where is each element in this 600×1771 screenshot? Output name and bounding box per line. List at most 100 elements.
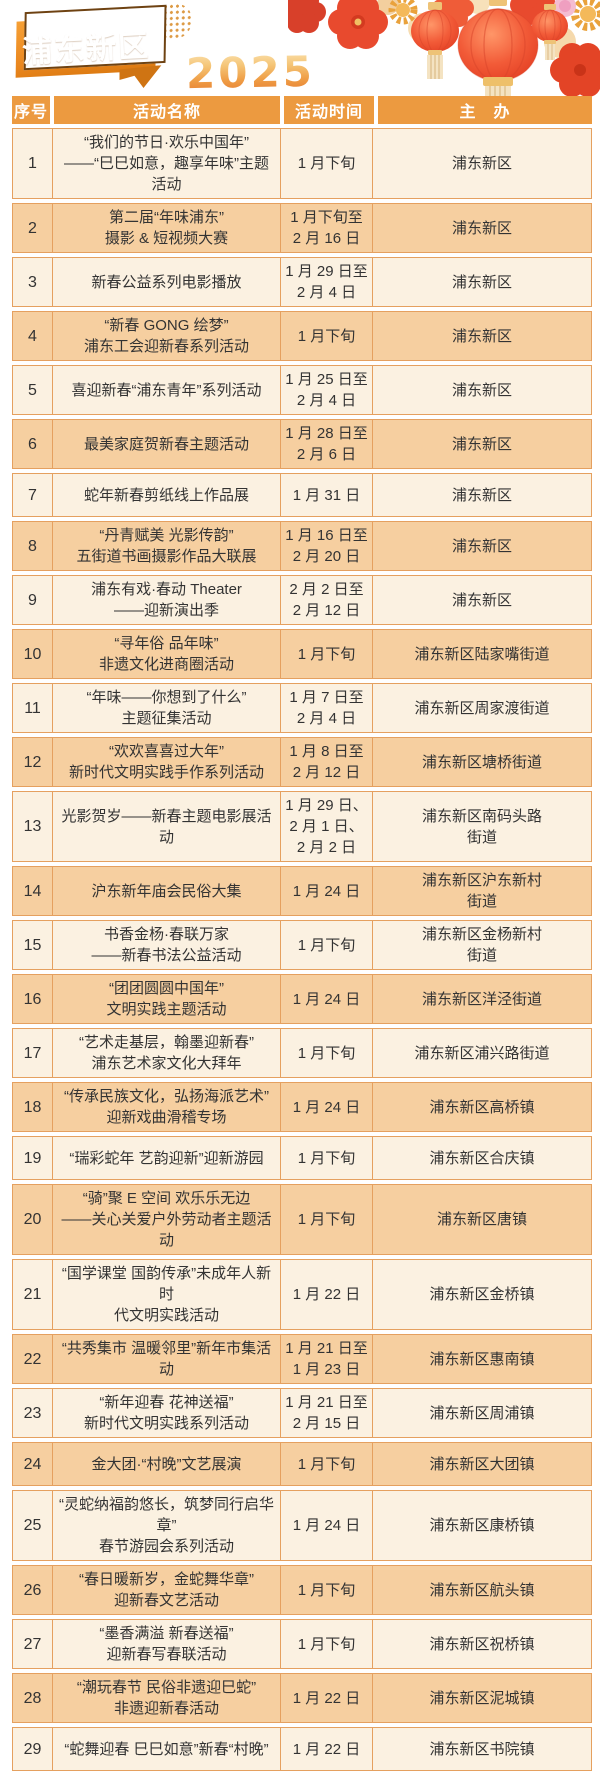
table-row: 12 “欢欢喜喜过大年” 新时代文明实践手作系列活动 1 月 8 日至 2 月 … — [12, 737, 592, 787]
activity-name-cell: 蛇年新春剪纸线上作品展 — [52, 474, 280, 516]
activity-time-cell: 1 月下旬 — [280, 630, 372, 678]
row-number-cell: 15 — [23, 936, 42, 954]
table-row: 25 “灵蛇纳福韵悠长，筑梦同行启华章” 春节游园会系列活动 1 月 24 日 … — [12, 1490, 592, 1561]
row-number-cell: 14 — [23, 882, 42, 900]
row-number-cell: 26 — [23, 1581, 42, 1599]
row-number-cell: 20 — [23, 1211, 42, 1228]
activity-name-cell: “潮玩春节 民俗非遗迎巳蛇” 非遗迎新春活动 — [52, 1674, 280, 1722]
table-row: 19 “瑞彩蛇年 艺韵迎新”迎新游园 1 月下旬 浦东新区合庆镇 — [12, 1136, 592, 1180]
row-number-cell: 25 — [23, 1517, 42, 1534]
activity-time-cell: 1 月 21 日至 2 月 15 日 — [280, 1389, 372, 1437]
table-header-row: 序号 活动名称 活动时间 主 办 — [12, 96, 592, 124]
activity-name-cell: “丹青赋美 光影传韵” 五街道书画摄影作品大联展 — [52, 522, 280, 570]
activity-name-cell: “传承民族文化，弘扬海派艺术” 迎新戏曲滑稽专场 — [52, 1083, 280, 1131]
halftone-dots-icon — [155, 2, 193, 41]
table-row: 22 “共秀集市 温暖邻里”新年市集活动 1 月 21 日至 1 月 23 日 … — [12, 1334, 592, 1384]
table-row: 18 “传承民族文化，弘扬海派艺术” 迎新戏曲滑稽专场 1 月 24 日 浦东新… — [12, 1082, 592, 1132]
table-row: 6 最美家庭贺新春主题活动 1 月 28 日至 2 月 6 日 浦东新区 — [12, 419, 592, 469]
activity-name-cell: “寻年俗 品年味” 非遗文化进商圈活动 — [52, 630, 280, 678]
activity-name-cell: “国学课堂 国韵传承”未成年人新时 代文明实践活动 — [52, 1260, 280, 1329]
table-row: 7 蛇年新春剪纸线上作品展 1 月 31 日 浦东新区 — [12, 473, 592, 517]
row-number-cell: 7 — [28, 486, 37, 504]
banner: 浦东新区 2025 — [0, 0, 600, 100]
table-row: 17 “艺术走基层，翰墨迎新春” 浦东艺术家文化大拜年 1 月下旬 浦东新区浦兴… — [12, 1028, 592, 1078]
activity-time-cell: 1 月下旬 — [280, 1620, 372, 1668]
organizer-cell: 浦东新区祝桥镇 — [372, 1620, 591, 1668]
activity-time-cell: 1 月下旬 — [280, 1185, 372, 1254]
organizer-cell: 浦东新区惠南镇 — [372, 1335, 591, 1383]
table-row: 3 新春公益系列电影播放 1 月 29 日至 2 月 4 日 浦东新区 — [12, 257, 592, 307]
row-number-cell: 1 — [28, 155, 37, 172]
lantern-icon — [457, 0, 539, 100]
row-number-cell: 13 — [23, 818, 42, 835]
activity-time-cell: 1 月 28 日至 2 月 6 日 — [280, 420, 372, 468]
table-row: 16 “团团圆圆中国年” 文明实践主题活动 1 月 24 日 浦东新区洋泾街道 — [12, 974, 592, 1024]
festive-decoration — [288, 0, 600, 100]
organizer-cell: 浦东新区大团镇 — [372, 1443, 591, 1485]
table-row: 26 “春日暖新岁，金蛇舞华章” 迎新春文艺活动 1 月下旬 浦东新区航头镇 — [12, 1565, 592, 1615]
activity-name-cell: 金大团·“村晚”文艺展演 — [52, 1443, 280, 1485]
activity-name-cell: “灵蛇纳福韵悠长，筑梦同行启华章” 春节游园会系列活动 — [52, 1491, 280, 1560]
activity-time-cell: 1 月下旬 — [280, 1443, 372, 1485]
activity-name-cell: “我们的节日·欢乐中国年” ——“巳巳如意，趣享年味”主题活动 — [52, 129, 280, 198]
table-row: 14 沪东新年庙会民俗大集 1 月 24 日 浦东新区沪东新村 街道 — [12, 866, 592, 916]
lantern-icon — [411, 2, 459, 79]
table-row: 20 “骑”聚 E 空间 欢乐乐无边 ——关心关爱户外劳动者主题活动 1 月下旬… — [12, 1184, 592, 1255]
year-label: 2025 — [185, 46, 316, 99]
row-number-cell: 28 — [23, 1689, 42, 1707]
activity-time-cell: 1 月 22 日 — [280, 1728, 372, 1770]
organizer-cell: 浦东新区沪东新村 街道 — [372, 867, 591, 915]
row-number-cell: 27 — [23, 1635, 42, 1653]
row-number-cell: 8 — [28, 537, 37, 555]
activity-name-cell: “团团圆圆中国年” 文明实践主题活动 — [52, 975, 280, 1023]
table-row: 28 “潮玩春节 民俗非遗迎巳蛇” 非遗迎新春活动 1 月 22 日 浦东新区泥… — [12, 1673, 592, 1723]
row-number-cell: 29 — [23, 1740, 42, 1758]
row-number-cell: 24 — [23, 1455, 42, 1473]
organizer-cell: 浦东新区周家渡街道 — [372, 684, 591, 732]
activity-time-cell: 1 月下旬 — [280, 1566, 372, 1614]
organizer-cell: 浦东新区塘桥街道 — [372, 738, 591, 786]
table-row: 4 “新春 GONG 绘梦” 浦东工会迎新春系列活动 1 月下旬 浦东新区 — [12, 311, 592, 361]
region-badge: 浦东新区 — [15, 2, 193, 77]
activity-time-cell: 1 月 29 日至 2 月 4 日 — [280, 258, 372, 306]
activity-name-cell: “共秀集市 温暖邻里”新年市集活动 — [52, 1335, 280, 1383]
festive-decoration-art — [288, 0, 600, 100]
table-row: 24 金大团·“村晚”文艺展演 1 月下旬 浦东新区大团镇 — [12, 1442, 592, 1486]
organizer-cell: 浦东新区金桥镇 — [372, 1260, 591, 1329]
row-number-cell: 17 — [23, 1044, 42, 1062]
row-number-cell: 5 — [28, 381, 37, 399]
table-row: 11 “年味——你想到了什么” 主题征集活动 1 月 7 日至 2 月 4 日 … — [12, 683, 592, 733]
table-row: 5 喜迎新春“浦东青年”系列活动 1 月 25 日至 2 月 4 日 浦东新区 — [12, 365, 592, 415]
activity-name-cell: 最美家庭贺新春主题活动 — [52, 420, 280, 468]
row-number-cell: 3 — [28, 273, 37, 291]
row-number-cell: 12 — [23, 753, 42, 771]
table-row: 27 “墨香满溢 新春送福” 迎新春写春联活动 1 月下旬 浦东新区祝桥镇 — [12, 1619, 592, 1669]
activity-time-cell: 1 月下旬 — [280, 921, 372, 969]
organizer-cell: 浦东新区 — [372, 474, 591, 516]
table-row: 2 第二届“年味浦东” 摄影 & 短视频大赛 1 月下旬至 2 月 16 日 浦… — [12, 203, 592, 253]
activity-time-cell: 1 月 22 日 — [280, 1260, 372, 1329]
activity-name-cell: “蛇舞迎春 巳巳如意”新春“村晚” — [52, 1728, 280, 1770]
table-row: 29 “蛇舞迎春 巳巳如意”新春“村晚” 1 月 22 日 浦东新区书院镇 — [12, 1727, 592, 1771]
activity-time-cell: 1 月下旬至 2 月 16 日 — [280, 204, 372, 252]
organizer-cell: 浦东新区航头镇 — [372, 1566, 591, 1614]
activity-name-cell: “春日暖新岁，金蛇舞华章” 迎新春文艺活动 — [52, 1566, 280, 1614]
activity-time-cell: 1 月 7 日至 2 月 4 日 — [280, 684, 372, 732]
activity-name-cell: “艺术走基层，翰墨迎新春” 浦东艺术家文化大拜年 — [52, 1029, 280, 1077]
activity-name-cell: 光影贺岁——新春主题电影展活动 — [52, 792, 280, 861]
header-activity-time: 活动时间 — [284, 96, 374, 124]
activity-name-cell: 第二届“年味浦东” 摄影 & 短视频大赛 — [52, 204, 280, 252]
organizer-cell: 浦东新区 — [372, 258, 591, 306]
organizer-cell: 浦东新区唐镇 — [372, 1185, 591, 1254]
activity-time-cell: 1 月 24 日 — [280, 975, 372, 1023]
row-number-cell: 10 — [23, 645, 42, 663]
organizer-cell: 浦东新区浦兴路街道 — [372, 1029, 591, 1077]
organizer-cell: 浦东新区高桥镇 — [372, 1083, 591, 1131]
activity-time-cell: 1 月 24 日 — [280, 867, 372, 915]
organizer-cell: 浦东新区 — [372, 129, 591, 198]
organizer-cell: 浦东新区 — [372, 420, 591, 468]
activity-time-cell: 1 月 24 日 — [280, 1491, 372, 1560]
activity-name-cell: “新年迎春 花神送福” 新时代文明实践系列活动 — [52, 1389, 280, 1437]
activity-name-cell: “墨香满溢 新春送福” 迎新春写春联活动 — [52, 1620, 280, 1668]
